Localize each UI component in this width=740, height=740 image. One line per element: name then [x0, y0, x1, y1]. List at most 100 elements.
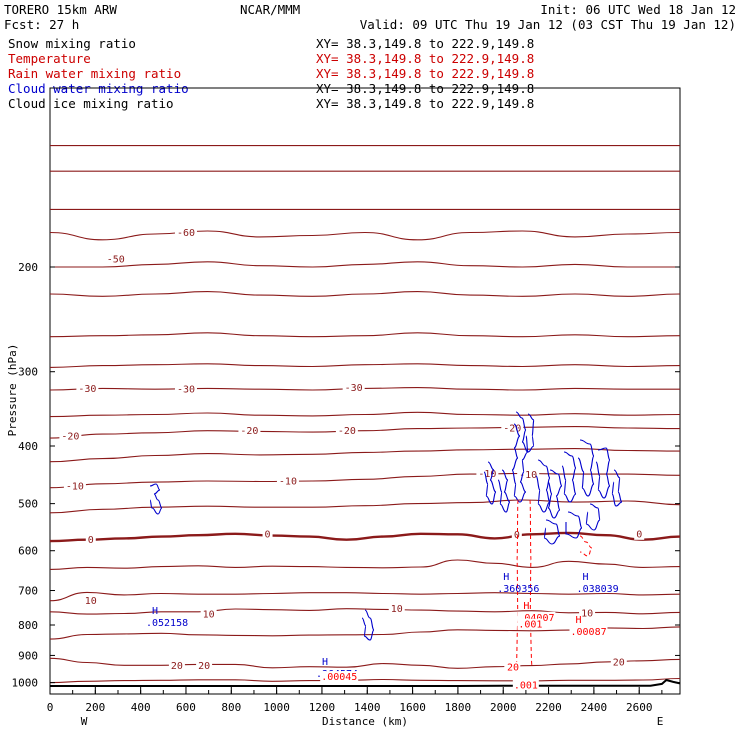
isotherm-label: 20 — [613, 657, 625, 668]
isotherm-line — [49, 363, 681, 368]
isotherm-label-bg — [335, 424, 358, 437]
isotherm-line — [49, 387, 680, 391]
y-axis-label: Pressure (hPa) — [6, 344, 19, 437]
isotherm-label: -30 — [78, 384, 96, 395]
cloud-water-max-value: .360356 — [497, 584, 539, 595]
isotherm-line — [49, 261, 680, 268]
x-tick-label: 1000 — [263, 701, 290, 714]
isotherm-label-bg — [200, 608, 217, 621]
cloud-water-max-marker: H — [322, 657, 328, 668]
rain-max-value: .00045 — [321, 672, 357, 683]
isotherm-label-bg — [238, 424, 261, 437]
isotherm-label-bg — [579, 606, 596, 619]
isotherm-label: -20 — [61, 432, 79, 443]
isotherm-label: -10 — [279, 476, 297, 487]
rain-contour — [529, 499, 533, 666]
isotherm-label: 10 — [391, 604, 403, 615]
isotherm-label: -20 — [503, 423, 521, 434]
rain-value-bg — [320, 671, 359, 683]
isotherm-label-bg — [82, 594, 99, 607]
isotherm-label-bg — [63, 479, 86, 492]
rain-value-bg — [569, 625, 608, 637]
cloud-water-contour — [149, 483, 163, 515]
rain-value-bg — [506, 661, 521, 673]
isotherm-label-bg — [76, 382, 99, 395]
rain-max-value: .001 — [514, 681, 538, 692]
x-tick-label: 2600 — [626, 701, 653, 714]
isotherm-label-bg — [85, 533, 96, 546]
field-name-cloud-ice: Cloud ice mixing ratio — [8, 96, 174, 111]
isotherm-label: -30 — [177, 385, 195, 396]
isotherm-line — [49, 559, 681, 570]
rain-contour — [515, 499, 519, 673]
rain-contour — [579, 535, 593, 557]
cloud-water-max-marker: H — [503, 572, 509, 583]
x-tick-label: 1800 — [445, 701, 472, 714]
isotherm-label: -20 — [338, 426, 356, 437]
isotherm-line — [49, 657, 681, 669]
y-tick-label: 300 — [18, 366, 38, 379]
x-tick-label: 2200 — [535, 701, 562, 714]
isotherm-label-bg — [104, 253, 127, 266]
isotherm-line — [49, 448, 681, 463]
isotherm-label-bg — [168, 659, 185, 672]
isotherm-label: -50 — [107, 255, 125, 266]
cloud-water-contour — [483, 461, 497, 505]
cloud-water-max-value: .052158 — [146, 618, 188, 629]
rain-max-marker: H — [575, 615, 581, 626]
rain-max-marker: H — [523, 601, 529, 612]
field-name-rain: Rain water mixing ratio — [8, 66, 181, 81]
valid-time: Valid: 09 UTC Thu 19 Jan 12 (03 CST Thu … — [360, 17, 736, 32]
x-tick-label: 200 — [85, 701, 105, 714]
init-time: Init: 06 UTC Wed 18 Jan 12 — [540, 2, 736, 17]
isotherm-line — [49, 591, 681, 602]
cloud-water-max-value: .038039 — [577, 584, 619, 595]
rain-value-bg — [517, 618, 544, 630]
isotherm-line — [49, 291, 681, 297]
terrain-layer — [50, 678, 681, 687]
y-tick-label: 800 — [18, 619, 38, 632]
cloud-water-contour — [561, 451, 577, 503]
isotherm-label: 20 — [171, 661, 183, 672]
isotherm-label: -10 — [519, 470, 537, 481]
isotherm-line — [49, 230, 681, 241]
model-title: TORERO 15km ARW — [4, 2, 117, 17]
rain-value-bg — [512, 679, 539, 691]
forecast-hour: Fcst: 27 h — [4, 17, 79, 32]
isotherm-line — [49, 332, 681, 338]
cloud-water-contour — [511, 411, 529, 503]
isotherm-label: -60 — [177, 228, 195, 239]
cloud-water-contour — [525, 413, 535, 453]
isotherm-label-bg — [174, 226, 197, 239]
cloud-water-max-marker: H — [152, 606, 158, 617]
isotherm-label-bg — [59, 430, 82, 443]
isotherm-label: 0 — [514, 530, 520, 541]
cloud-water-contour — [611, 469, 623, 507]
isotherm-label-bg — [262, 527, 273, 540]
field-xy-rain: XY= 38.3,149.8 to 222.9,149.8 — [316, 66, 534, 81]
isotherm-label: -10 — [66, 481, 84, 492]
cloud-water-contour — [595, 447, 611, 499]
cloud-water-contour — [547, 469, 563, 519]
isotherm-label-bg — [634, 527, 645, 540]
cloud-water-contour — [577, 439, 595, 497]
east-end-label: E — [657, 715, 664, 728]
x-tick-label: 2000 — [490, 701, 517, 714]
cloud-water-contours — [149, 411, 623, 641]
isotherm-label: 0 — [88, 535, 94, 546]
isotherm-label: 10 — [203, 610, 215, 621]
isotherm-line — [49, 499, 681, 514]
isotherm-label-bg — [511, 528, 522, 541]
cloud-water-contour — [585, 503, 601, 531]
isotherm-line — [49, 531, 681, 543]
max-labels: H.052158H.364574H.360356H.038039H.04007.… — [146, 572, 619, 692]
isotherm-label-bg — [388, 602, 405, 615]
field-xy-cloud-ice: XY= 38.3,149.8 to 222.9,149.8 — [316, 96, 534, 111]
rain-max-value: .001 — [518, 620, 542, 631]
isotherm-line — [49, 472, 681, 489]
isotherm-label: -10 — [478, 469, 496, 480]
x-tick-label: 2400 — [581, 701, 608, 714]
field-legend: Snow mixing ratio XY= 38.3,149.8 to 222.… — [8, 36, 534, 111]
